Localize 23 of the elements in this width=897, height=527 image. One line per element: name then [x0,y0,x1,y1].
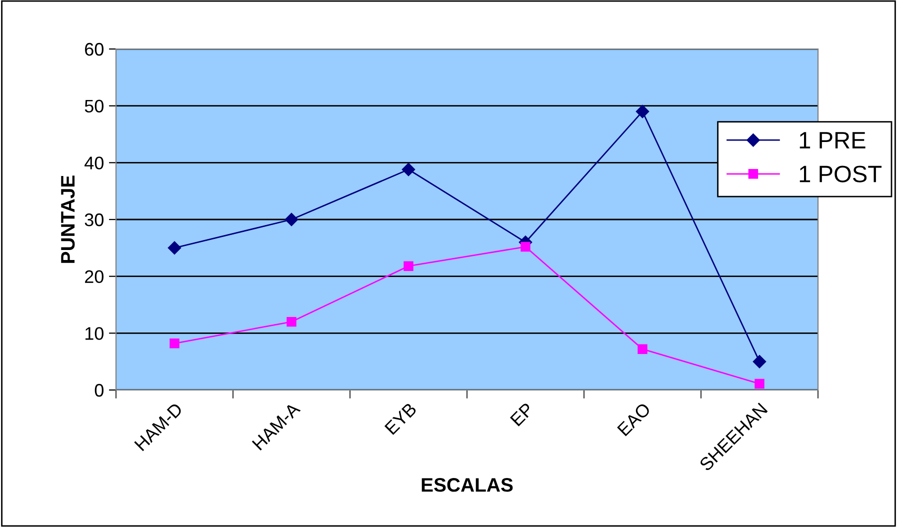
point [520,242,530,252]
point [638,344,648,354]
y-tick-label: 60 [85,42,104,56]
y-tick-label: 40 [84,156,104,170]
point [284,212,298,226]
y-tick-label: 10 [85,327,104,340]
point [752,354,766,368]
y-axis-title: PUNTAJE [61,176,75,263]
legend-label: 1 PRE [800,132,866,148]
point [168,241,182,255]
point [402,162,416,176]
y-tick-label: 50 [84,100,104,113]
point [404,261,414,271]
point [754,378,764,389]
x-axis-title: ESCALAS [422,478,513,492]
point [636,104,650,118]
y-tick-label: 20 [85,270,104,284]
y-tick-label: 30 [84,213,104,226]
legend-label: 1 POST [800,166,882,182]
y-tick-label: 0 [94,384,104,397]
x-tick-label: EP [510,402,534,426]
point [170,338,180,348]
point [286,316,296,327]
